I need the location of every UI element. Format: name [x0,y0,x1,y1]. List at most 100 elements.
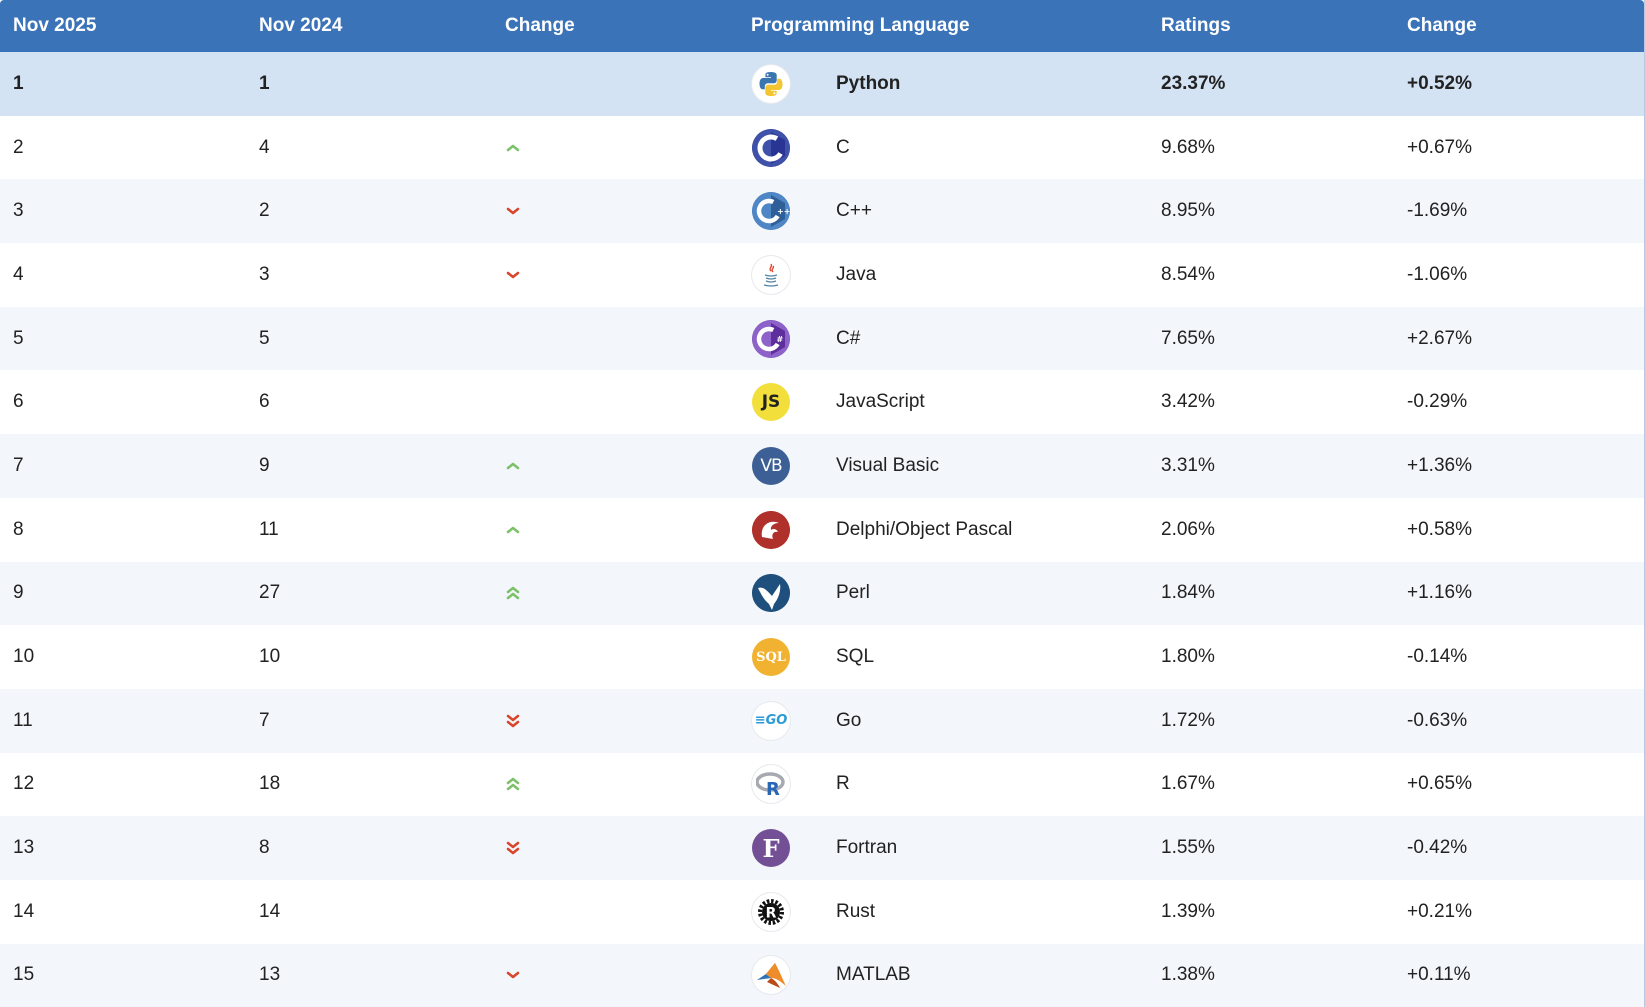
table-row[interactable]: 6 6 JS JavaScript 3.42% -0.29% [0,370,1644,435]
table-row[interactable]: 2 4 C 9.68% +0.67% [0,115,1644,180]
go-icon: ≡GO [752,701,790,740]
rank-nov-2025: 10 [13,646,35,668]
language-name[interactable]: C# [836,327,861,349]
table-row[interactable]: 8 11 Delphi/Object Pascal 2.06% +0.58% [0,497,1644,562]
rating-change-value: +0.21% [1407,900,1472,922]
language-logo-cell [738,243,836,307]
rank-nov-2024: 14 [259,900,281,922]
rank-change-cell [492,562,738,626]
delphi-icon [752,510,790,549]
rank-change-cell [492,116,738,180]
arrow-up-icon [506,144,520,151]
language-logo-cell [738,944,836,1007]
table-row[interactable]: 5 5 # C# 7.65% +2.67% [0,306,1644,371]
rating-change-value: -0.29% [1407,391,1468,413]
table-row[interactable]: 3 2 ++ C++ 8.95% -1.69% [0,179,1644,244]
rating-value: 1.39% [1161,900,1215,922]
table-row[interactable]: 10 10 SQL SQL 1.80% -0.14% [0,625,1644,689]
python-icon [752,64,790,103]
language-name[interactable]: Rust [836,900,876,922]
rank-nov-2024: 4 [259,136,270,158]
language-logo-cell: ≡GO [738,689,836,753]
rank-nov-2024: 8 [259,837,270,859]
matlab-icon [752,956,790,995]
javascript-icon: JS [752,383,790,422]
table-row[interactable]: 9 27 Perl 1.84% +1.16% [0,561,1644,626]
header-change-rank[interactable]: Change [505,15,575,36]
svg-text:R: R [766,905,777,921]
rating-change-value: +1.36% [1407,454,1472,476]
language-name[interactable]: Go [836,709,862,731]
rank-change-cell [492,307,738,371]
arrow-down-icon [506,207,520,215]
rank-nov-2024: 10 [259,646,281,668]
language-logo-cell: F [738,816,836,880]
language-name[interactable]: Python [836,72,901,94]
rank-nov-2025: 7 [13,454,24,476]
sql-icon: SQL [752,638,790,677]
rank-nov-2025: 15 [13,964,35,986]
arrow-down-icon [506,972,520,979]
visual-basic-icon: VB [752,446,790,485]
double-arrow-down-icon [506,841,520,855]
rating-value: 1.55% [1161,837,1215,859]
rank-nov-2024: 11 [259,518,279,540]
rank-nov-2024: 9 [259,454,270,476]
table-row[interactable]: 12 18 R R 1.67% +0.65% [0,752,1644,817]
rank-nov-2025: 13 [13,837,35,859]
language-name[interactable]: Fortran [836,837,898,859]
header-nov-2025[interactable]: Nov 2025 [13,15,97,36]
table-row[interactable]: 13 8 F Fortran 1.55% -0.42% [0,816,1644,880]
language-name[interactable]: MATLAB [836,964,911,986]
rating-change-value: +0.58% [1407,518,1472,540]
rating-change-value: +0.52% [1407,72,1472,94]
language-name[interactable]: C++ [836,200,872,222]
table-row[interactable]: 4 3 Java 8.54% -1.06% [0,243,1644,307]
rank-nov-2024: 3 [259,263,270,285]
rank-nov-2024: 13 [259,964,281,986]
rating-change-value: -0.14% [1407,646,1468,668]
double-arrow-down-icon [506,714,520,728]
rank-nov-2025: 1 [13,72,24,94]
table-row[interactable]: 11 7 ≡GO Go 1.72% -0.63% [0,688,1644,753]
header-ratings[interactable]: Ratings [1161,15,1231,36]
rank-nov-2024: 18 [259,773,281,795]
arrow-up-icon [506,526,520,533]
header-programming-language[interactable]: Programming Language [751,15,970,36]
svg-text:++: ++ [777,207,790,216]
table-row[interactable]: 14 14 R Rust 1.39% +0.21% [0,879,1644,944]
language-name[interactable]: Perl [836,582,870,604]
table-row[interactable]: 15 13 MATLAB 1.38% +0.11% [0,943,1644,1007]
rank-change-cell [492,243,738,307]
rating-value: 8.95% [1161,200,1215,222]
rating-change-value: +2.67% [1407,327,1472,349]
language-name[interactable]: R [836,773,850,795]
language-name[interactable]: JavaScript [836,391,925,413]
rank-change-cell [492,370,738,434]
header-change-percent[interactable]: Change [1407,15,1477,36]
rating-change-value: -0.42% [1407,837,1468,859]
language-logo-cell: ++ [738,179,836,243]
rating-value: 1.38% [1161,964,1215,986]
rank-change-cell [492,816,738,880]
language-name[interactable]: C [836,136,850,158]
language-name[interactable]: Java [836,263,877,285]
table-row[interactable]: 1 1 Python 23.37% +0.52% [0,52,1644,116]
language-name[interactable]: SQL [836,646,875,668]
language-logo-cell [738,562,836,626]
table-row[interactable]: 7 9 VB Visual Basic 3.31% +1.36% [0,434,1644,498]
double-arrow-up-icon [506,587,520,600]
rating-change-value: -0.63% [1407,709,1468,731]
arrow-down-icon [506,271,520,279]
language-name[interactable]: Delphi/Object Pascal [836,518,1013,540]
rank-change-cell [492,498,738,562]
language-name[interactable]: Visual Basic [836,454,940,476]
header-nov-2024[interactable]: Nov 2024 [259,15,343,36]
rating-value: 9.68% [1161,136,1215,158]
rating-value: 1.67% [1161,773,1215,795]
rating-value: 1.72% [1161,709,1215,731]
rank-nov-2025: 2 [13,136,24,158]
c-icon [752,128,790,167]
